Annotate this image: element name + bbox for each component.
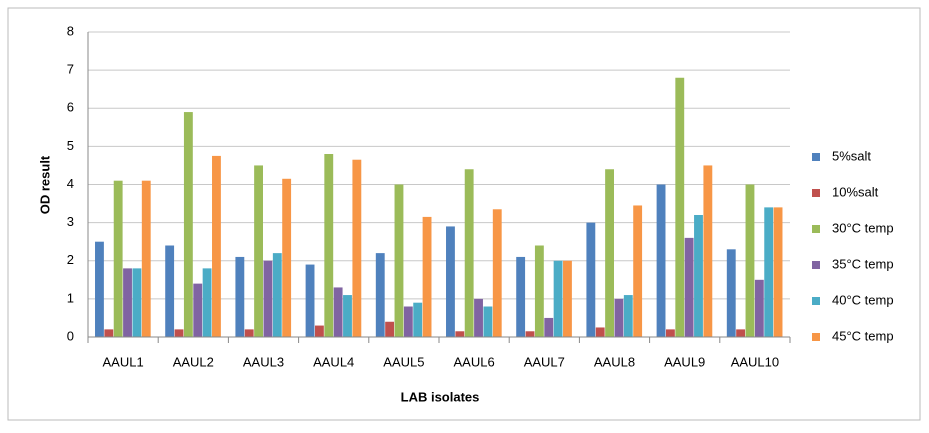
bar (492, 209, 502, 337)
x-tick-label: AAUL2 (173, 354, 214, 369)
bar (282, 178, 292, 337)
y-tick-label: 7 (67, 62, 74, 77)
bar (324, 154, 334, 337)
bar (736, 329, 746, 337)
x-tick-label: AAUL5 (383, 354, 424, 369)
bar (263, 260, 273, 337)
bar (595, 327, 605, 337)
bar (235, 256, 245, 337)
bar (605, 169, 614, 337)
y-tick-label: 0 (67, 328, 74, 343)
bar (394, 184, 404, 337)
y-tick-label: 2 (67, 252, 74, 267)
bar (244, 329, 254, 337)
bar (183, 112, 193, 337)
bar (403, 306, 413, 337)
bar (525, 331, 535, 337)
bar (483, 306, 493, 337)
bar (305, 264, 315, 337)
x-tick-label: AAUL8 (594, 354, 635, 369)
bar (665, 329, 675, 337)
bar (272, 253, 282, 337)
bar (174, 329, 184, 337)
x-tick-label: AAUL9 (664, 354, 705, 369)
legend-swatch (812, 225, 820, 233)
bar (123, 268, 132, 337)
bar (703, 165, 713, 337)
bar (254, 165, 263, 337)
x-tick-label: AAUL1 (102, 354, 143, 369)
bar (95, 241, 104, 337)
bar (385, 321, 395, 337)
bar (633, 205, 643, 337)
bar (212, 155, 221, 337)
bar (516, 256, 526, 337)
y-tick-label: 3 (67, 214, 74, 229)
bar (375, 253, 385, 337)
bar (446, 226, 455, 337)
y-tick-label: 8 (67, 23, 74, 38)
bar (773, 207, 783, 337)
y-axis-label: OD result (37, 155, 52, 214)
legend-swatch (812, 333, 820, 341)
legend-swatch (812, 297, 820, 305)
bar (333, 287, 343, 337)
bar (675, 77, 685, 337)
bar (656, 184, 666, 337)
bar (563, 260, 572, 337)
x-tick-label: AAUL6 (453, 354, 494, 369)
bar (726, 249, 736, 337)
bar (422, 216, 432, 337)
bar (464, 169, 474, 337)
bar (614, 298, 624, 337)
bar (694, 215, 703, 337)
bar (553, 260, 563, 337)
bar (754, 279, 764, 337)
bar (455, 331, 465, 337)
bar (586, 222, 596, 337)
bar (745, 184, 755, 337)
bar (132, 268, 142, 337)
bar (764, 207, 774, 337)
x-tick-label: AAUL10 (731, 354, 779, 369)
bar (474, 298, 483, 337)
y-tick-label: 4 (67, 176, 74, 191)
x-tick-label: AAUL4 (313, 354, 354, 369)
x-axis-label: LAB isolates (401, 389, 480, 404)
bar (113, 180, 123, 337)
legend-swatch (812, 153, 820, 161)
bar (623, 295, 633, 337)
legend-swatch (812, 261, 820, 269)
legend-label: 5%salt (832, 148, 871, 163)
legend-label: 40°C temp (832, 292, 894, 307)
x-tick-label: AAUL7 (524, 354, 565, 369)
bar (413, 302, 423, 337)
x-tick-label: AAUL3 (243, 354, 284, 369)
bar (343, 295, 352, 337)
bar (684, 237, 694, 337)
bar (165, 245, 175, 337)
bar (544, 317, 554, 337)
y-tick-label: 1 (67, 290, 74, 305)
legend-label: 30°C temp (832, 220, 894, 235)
bar (141, 180, 151, 337)
legend-label: 10%salt (832, 184, 879, 199)
legend-label: 35°C temp (832, 256, 894, 271)
legend-label: 45°C temp (832, 328, 894, 343)
bar (314, 325, 324, 337)
legend-swatch (812, 189, 820, 197)
y-tick-label: 6 (67, 100, 74, 115)
bar (534, 245, 544, 337)
bar (202, 268, 212, 337)
bar (193, 283, 203, 337)
bar (352, 159, 362, 337)
bar (104, 329, 114, 337)
y-tick-label: 5 (67, 138, 74, 153)
